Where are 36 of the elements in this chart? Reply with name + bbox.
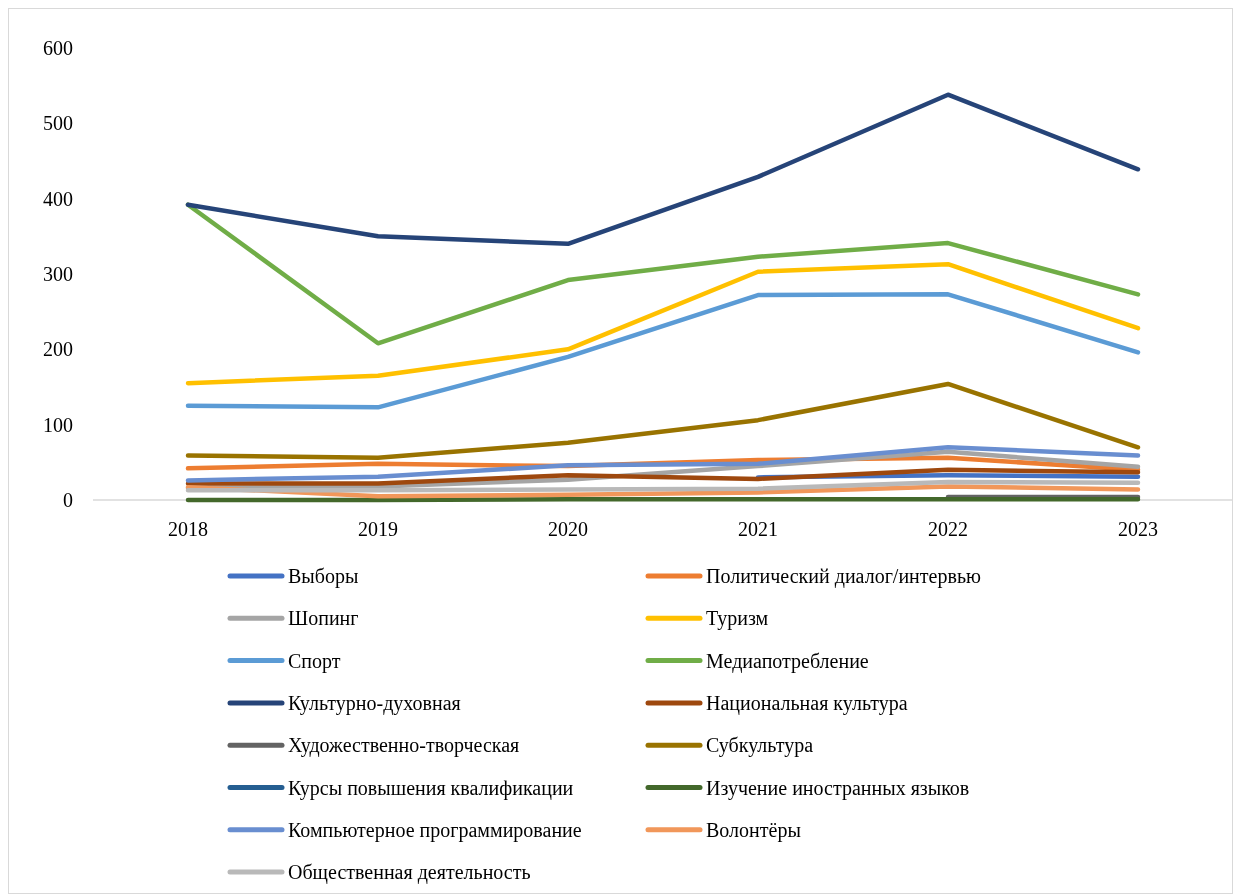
y-tick-label: 100 xyxy=(43,413,73,436)
y-tick-label: 400 xyxy=(43,187,73,210)
legend-label: Политический диалог/интервью xyxy=(706,565,981,588)
y-tick-label: 200 xyxy=(43,338,73,361)
y-tick-label: 300 xyxy=(43,263,73,285)
legend-label: Изучение иностранных языков xyxy=(706,776,970,800)
legend-label: Компьютерное программирование xyxy=(288,818,582,842)
x-tick-label: 2020 xyxy=(548,518,588,540)
line-series xyxy=(185,484,1141,499)
y-tick-label: 600 xyxy=(43,37,73,59)
legend-label: Художественно-творческая xyxy=(288,734,520,758)
legend-label: Волонтёры xyxy=(706,818,801,842)
line-series xyxy=(185,261,1141,386)
line-series xyxy=(185,292,1141,410)
legend-label: Национальная культура xyxy=(706,691,908,715)
x-tick-label: 2018 xyxy=(168,518,208,540)
x-tick-label: 2023 xyxy=(1118,518,1158,540)
line-series xyxy=(185,445,1141,483)
legend-label: Культурно-духовная xyxy=(288,691,461,715)
legend-label: Выборы xyxy=(288,565,359,588)
legend-label: Спорт xyxy=(288,649,341,673)
line-series xyxy=(185,479,1141,493)
x-tick-label: 2021 xyxy=(738,518,778,540)
legend-label: Курсы повышения квалификации xyxy=(288,776,574,800)
x-tick-label: 2022 xyxy=(928,518,968,540)
x-tick-label: 2019 xyxy=(358,518,398,540)
line-series xyxy=(185,92,1141,247)
y-tick-label: 500 xyxy=(43,112,73,135)
legend-label: Медиапотребление xyxy=(706,649,869,673)
line-series xyxy=(185,381,1141,461)
y-tick-label: 0 xyxy=(63,489,73,511)
legend-label: Шопинг xyxy=(288,607,359,630)
legend-label: Субкультура xyxy=(706,734,814,758)
legend-label: Общественная деятельность xyxy=(288,861,531,885)
line-series xyxy=(185,467,1141,486)
legend-label: Туризм xyxy=(706,607,769,631)
